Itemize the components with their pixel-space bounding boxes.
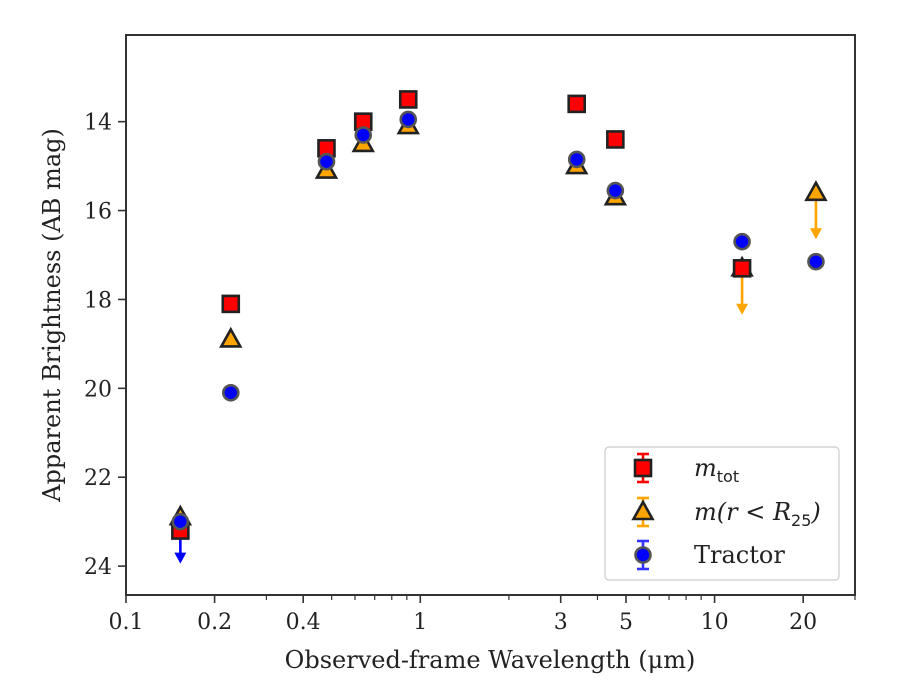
legend-marker-2 <box>634 546 652 564</box>
x-tick-label-2: 0.4 <box>286 610 321 635</box>
y-tick-label-2: 18 <box>84 288 112 313</box>
x-axis-ticks: 0.1 0.2 0.4 1 3 5 10 20 <box>109 595 856 635</box>
x-tick-label-4: 3 <box>554 610 568 635</box>
x-axis-title: Observed-frame Wavelength (μm) <box>285 646 696 674</box>
circle-point-2-7 <box>733 232 751 251</box>
square-point-0-6 <box>606 130 625 149</box>
square-point-0-4 <box>398 90 418 109</box>
circle-point-2-0 <box>171 512 190 531</box>
square-point-0-7 <box>732 259 752 278</box>
triangle-point-1-8 <box>804 180 828 202</box>
x-tick-label-6: 10 <box>701 610 729 635</box>
y-tick-label-4: 22 <box>84 466 112 491</box>
x-tick-label-7: 20 <box>789 610 817 635</box>
circle-point-2-1 <box>221 383 240 402</box>
legend-box <box>604 446 840 581</box>
circle-point-2-5 <box>567 150 586 169</box>
y-axis-ticks: 14 16 18 20 22 24 <box>84 111 126 580</box>
legend-entries: mtot m(r < R25) Tractor <box>631 452 821 571</box>
legend: mtot m(r < R25) Tractor <box>604 446 840 581</box>
legend-label-2: Tractor <box>694 541 785 569</box>
y-tick-label-5: 24 <box>84 555 112 580</box>
circle-point-2-8 <box>807 252 825 271</box>
legend-label-0: mtot <box>694 454 739 486</box>
circle-point-2-4 <box>399 110 418 129</box>
plot-frame <box>125 34 856 596</box>
y-tick-label-3: 20 <box>84 377 112 402</box>
legend-marker-0 <box>633 458 653 478</box>
y-tick-label-1: 16 <box>84 200 112 225</box>
triangle-point-1-1 <box>219 326 243 348</box>
circle-point-2-3 <box>354 126 373 144</box>
square-point-0-5 <box>567 94 587 114</box>
legend-marker-1 <box>631 499 655 521</box>
circle-point-2-6 <box>606 181 625 200</box>
y-axis-title: Apparent Brightness (AB mag) <box>38 128 66 503</box>
square-point-0-1 <box>221 294 241 314</box>
x-tick-label-3: 1 <box>413 610 427 635</box>
circle-point-2-2 <box>317 152 336 171</box>
y-tick-label-0: 14 <box>84 111 112 136</box>
x-tick-label-1: 0.2 <box>197 610 232 635</box>
data-points <box>168 90 828 564</box>
x-tick-label-5: 5 <box>619 610 633 635</box>
x-tick-label-0: 0.1 <box>109 610 144 635</box>
legend-label-1: m(r < R25) <box>694 498 821 530</box>
